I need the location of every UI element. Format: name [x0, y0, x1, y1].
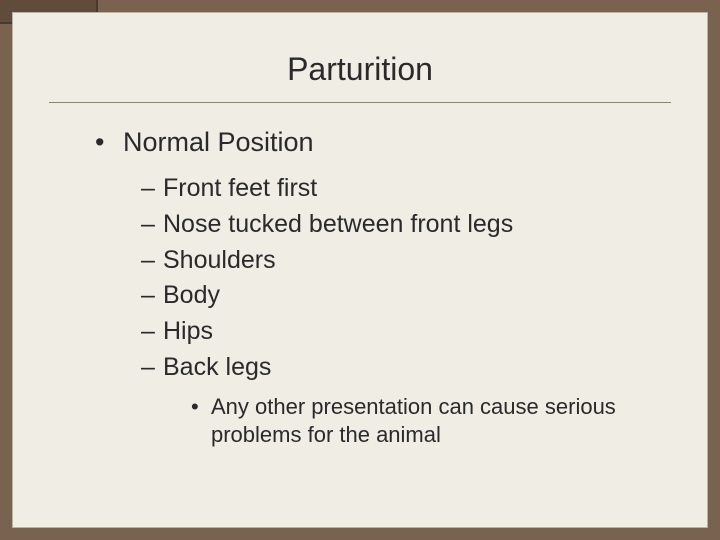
bullet-level2: –Shoulders — [141, 244, 707, 278]
bullet-level2: –Back legs — [141, 351, 707, 385]
sub-item-text: Shoulders — [163, 246, 276, 274]
dash-icon: – — [141, 208, 163, 242]
bullet-level2: –Hips — [141, 315, 707, 349]
sub-item-text: Hips — [163, 317, 213, 345]
dash-icon: – — [141, 351, 163, 385]
bullet-level1: •Normal Position — [95, 127, 707, 158]
sub-item-text: Nose tucked between front legs — [163, 210, 513, 238]
bullet-dot-icon: • — [191, 393, 211, 422]
bullet-level2: –Nose tucked between front legs — [141, 208, 707, 242]
slide-inner-panel: Parturition •Normal Position –Front feet… — [12, 12, 708, 528]
slide-outer-frame: Parturition •Normal Position –Front feet… — [0, 0, 720, 540]
sub-item-text: Front feet first — [163, 174, 317, 202]
sub-item-text: Body — [163, 281, 220, 309]
dash-icon: – — [141, 172, 163, 206]
bullet-level3: •Any other presentation can cause seriou… — [191, 393, 627, 450]
slide-content: •Normal Position –Front feet first –Nose… — [13, 127, 707, 450]
dash-icon: – — [141, 244, 163, 278]
bullet-dot-icon: • — [95, 127, 123, 158]
dash-icon: – — [141, 279, 163, 313]
note-text: Any other presentation can cause serious… — [211, 394, 616, 448]
sub-item-text: Back legs — [163, 353, 271, 381]
title-underline — [49, 102, 671, 103]
bullet-level2: –Body — [141, 279, 707, 313]
slide-title: Parturition — [13, 51, 707, 88]
dash-icon: – — [141, 315, 163, 349]
heading-text: Normal Position — [123, 127, 314, 157]
bullet-level2: –Front feet first — [141, 172, 707, 206]
